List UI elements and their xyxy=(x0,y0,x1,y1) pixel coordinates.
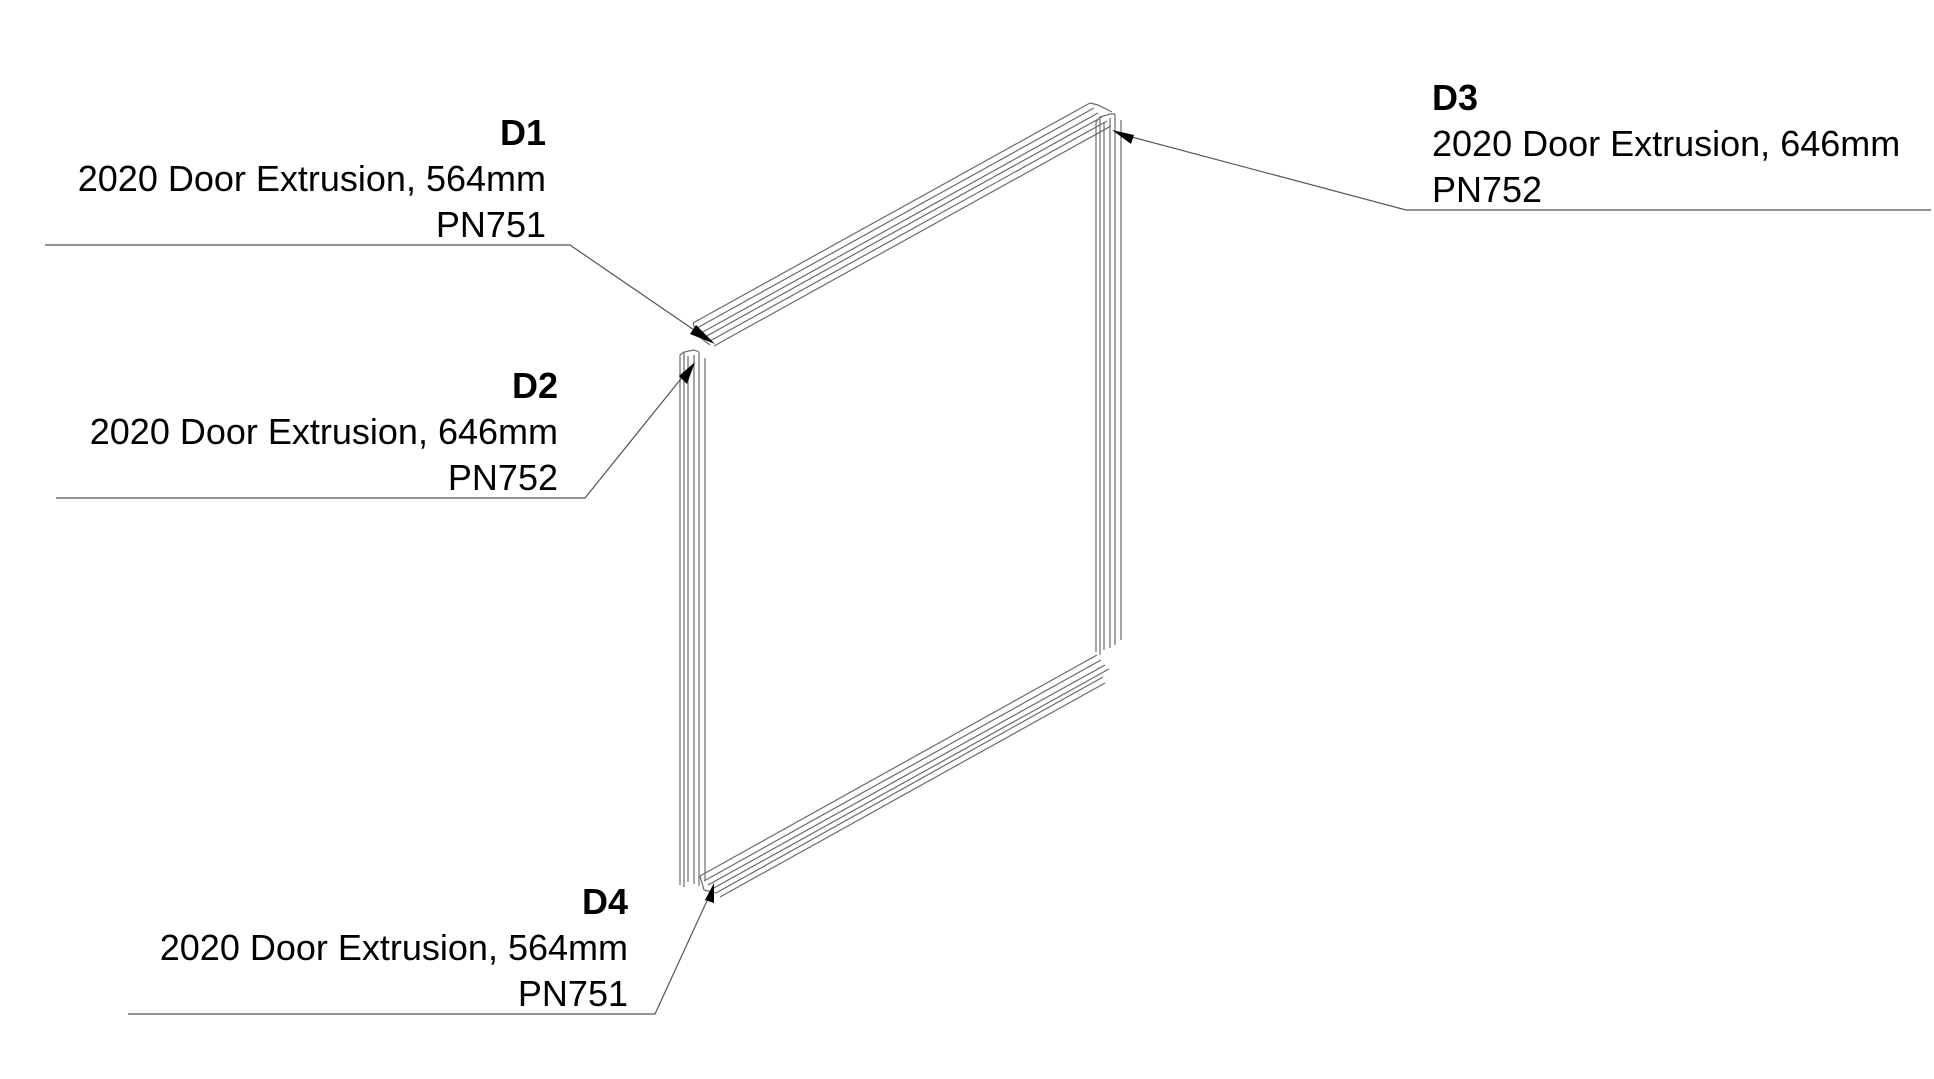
callout-d1-part-number: PN751 xyxy=(435,204,546,245)
arrowhead-d3 xyxy=(1112,130,1134,144)
callout-d4-part-number: PN751 xyxy=(517,973,628,1014)
callout-d4-id: D4 xyxy=(581,881,628,922)
arrowhead-d2 xyxy=(679,362,695,384)
extrusion-d3 xyxy=(1095,113,1122,655)
extrusion-d1 xyxy=(692,102,1113,347)
extrusion-d2 xyxy=(679,349,706,887)
arrowhead-d1 xyxy=(690,325,715,344)
callout-d1-id: D1 xyxy=(499,112,546,153)
callout-d1: D1 2020 Door Extrusion, 564mm PN751 xyxy=(78,110,546,248)
callout-d4: D4 2020 Door Extrusion, 564mm PN751 xyxy=(160,879,628,1017)
extrusion-d4 xyxy=(699,654,1110,898)
callout-d3-id: D3 xyxy=(1432,77,1479,118)
leader-d1 xyxy=(45,244,698,333)
callout-d2-description: 2020 Door Extrusion, 646mm xyxy=(89,411,558,452)
callout-d3-part-number: PN752 xyxy=(1432,169,1543,210)
arrowhead-d4 xyxy=(705,883,714,903)
callout-d2-part-number: PN752 xyxy=(447,457,558,498)
callout-d3-description: 2020 Door Extrusion, 646mm xyxy=(1432,123,1901,164)
leader-d4 xyxy=(128,891,712,1015)
leader-d3 xyxy=(1127,135,1931,211)
callout-d2: D2 2020 Door Extrusion, 646mm PN752 xyxy=(90,363,558,501)
callout-d1-description: 2020 Door Extrusion, 564mm xyxy=(77,158,546,199)
callout-d2-id: D2 xyxy=(511,365,558,406)
callout-d4-description: 2020 Door Extrusion, 564mm xyxy=(159,927,628,968)
callout-d3: D3 2020 Door Extrusion, 646mm PN752 xyxy=(1432,75,1900,213)
leader-d2 xyxy=(56,374,685,499)
